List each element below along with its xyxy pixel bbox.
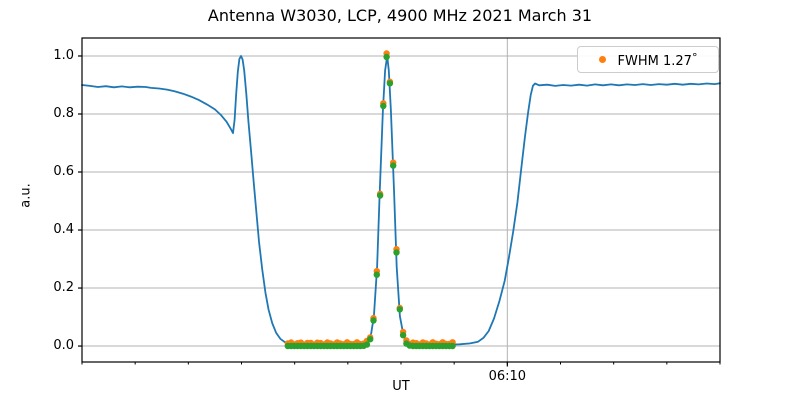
- fit-dot: [373, 271, 380, 278]
- fit-dot: [393, 249, 400, 256]
- legend-fwhm-text: FWHM 1.27: [617, 53, 692, 69]
- y-tick-label: 0.2: [53, 280, 74, 296]
- y-axis-label: a.u.: [18, 183, 34, 208]
- y-tick-label: 0.0: [53, 338, 74, 354]
- y-tick-label: 0.6: [53, 164, 74, 179]
- legend-entry-label: FWHM 1.27°: [618, 51, 698, 69]
- plot-area: [82, 38, 720, 362]
- x-axis-label: UT: [392, 379, 410, 394]
- fit-dot: [386, 80, 394, 87]
- fit-dot: [399, 332, 407, 339]
- fit-dot: [449, 342, 456, 350]
- fit-dot: [383, 53, 390, 61]
- fit-dot: [367, 336, 374, 343]
- degree-symbol: °: [691, 50, 698, 64]
- y-tick-label: 0.4: [53, 222, 74, 238]
- fit-dot: [370, 317, 377, 324]
- fit-dot: [390, 162, 397, 169]
- fit-dot: [396, 306, 403, 313]
- x-tick-label: 06:10: [488, 369, 527, 384]
- y-tick-label: 0.8: [53, 105, 74, 121]
- legend: FWHM 1.27°: [577, 46, 719, 73]
- fit-dot: [380, 102, 387, 110]
- fit-dot: [363, 341, 371, 348]
- fit-dot: [376, 192, 384, 199]
- y-tick-label: 1.0: [53, 47, 74, 63]
- legend-marker-dot-icon: [598, 56, 606, 63]
- signal-line: [81, 55, 721, 346]
- chart-title: Antenna W3030, LCP, 4900 MHz 2021 March …: [207, 6, 593, 25]
